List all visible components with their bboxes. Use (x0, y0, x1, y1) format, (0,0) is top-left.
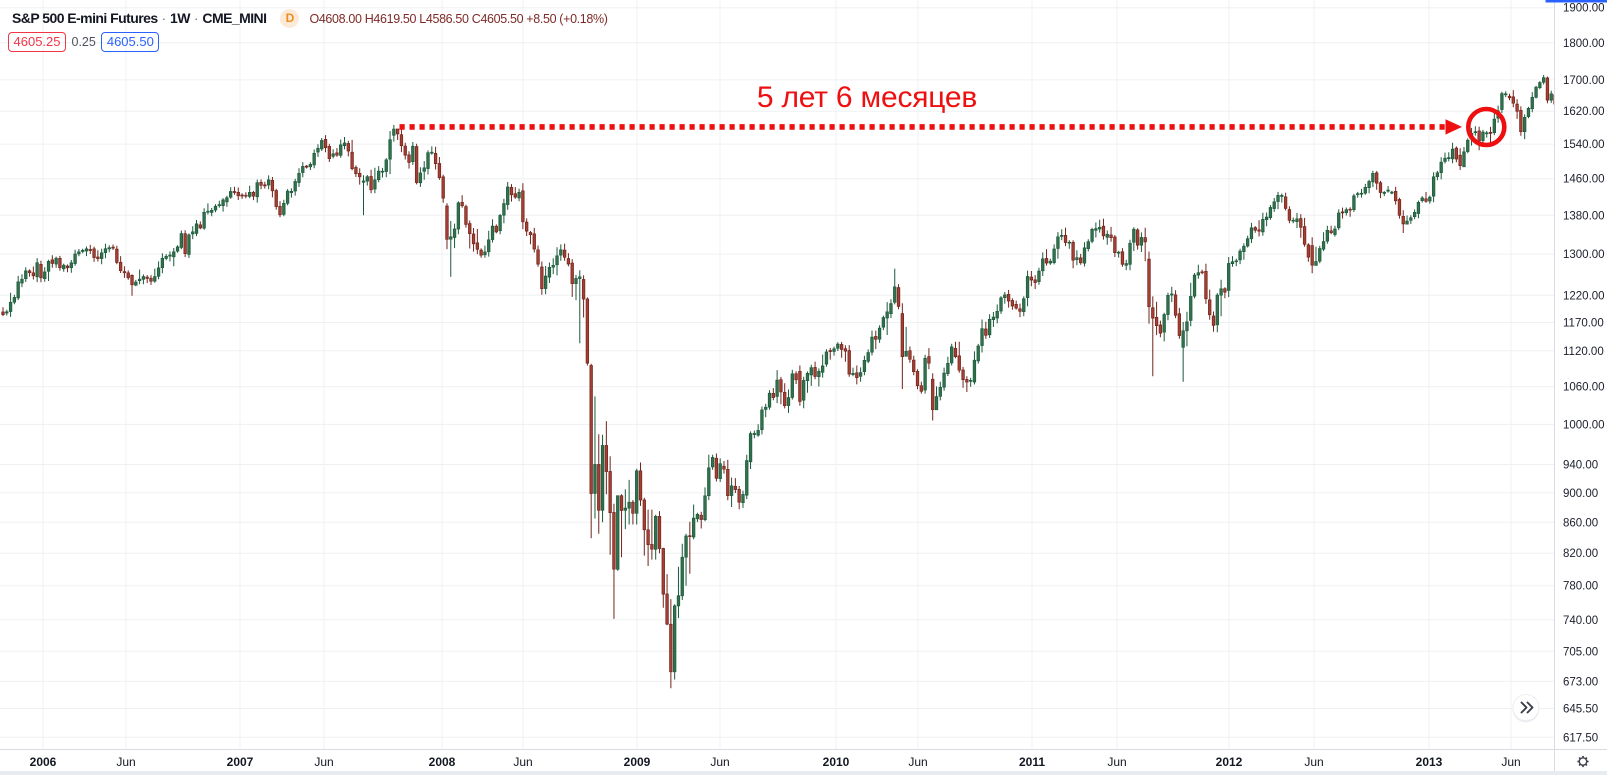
svg-text:2012: 2012 (1216, 755, 1243, 769)
svg-text:1800.00: 1800.00 (1563, 38, 1605, 50)
svg-text:1000.00: 1000.00 (1563, 419, 1605, 431)
svg-text:860.00: 860.00 (1563, 517, 1598, 529)
svg-text:940.00: 940.00 (1563, 460, 1598, 472)
svg-text:740.00: 740.00 (1563, 615, 1598, 627)
svg-text:2007: 2007 (227, 755, 254, 769)
svg-text:Jun: Jun (116, 755, 135, 769)
svg-text:2010: 2010 (823, 755, 850, 769)
svg-text:1380.00: 1380.00 (1563, 210, 1605, 222)
svg-text:1170.00: 1170.00 (1563, 318, 1604, 330)
svg-text:1300.00: 1300.00 (1563, 249, 1605, 261)
svg-text:1120.00: 1120.00 (1563, 346, 1604, 358)
svg-text:900.00: 900.00 (1563, 488, 1598, 500)
svg-text:2013: 2013 (1416, 755, 1443, 769)
svg-text:Jun: Jun (1304, 755, 1323, 769)
svg-text:1060.00: 1060.00 (1563, 382, 1605, 394)
svg-text:617.50: 617.50 (1563, 732, 1598, 744)
svg-text:Jun: Jun (710, 755, 729, 769)
svg-text:1700.00: 1700.00 (1563, 75, 1605, 87)
svg-text:1460.00: 1460.00 (1563, 174, 1605, 186)
svg-text:2011: 2011 (1019, 755, 1045, 769)
svg-text:5 лет 6 месяцев: 5 лет 6 месяцев (757, 81, 977, 114)
svg-text:Jun: Jun (513, 755, 532, 769)
svg-text:1620.00: 1620.00 (1563, 106, 1605, 118)
svg-text:Jun: Jun (314, 755, 333, 769)
svg-text:673.00: 673.00 (1563, 676, 1598, 688)
svg-text:1900.00: 1900.00 (1563, 3, 1605, 15)
svg-text:2006: 2006 (30, 755, 57, 769)
svg-text:2009: 2009 (624, 755, 651, 769)
svg-text:780.00: 780.00 (1563, 581, 1598, 593)
svg-text:Jun: Jun (1107, 755, 1126, 769)
svg-text:645.50: 645.50 (1563, 704, 1598, 716)
svg-text:Jun: Jun (908, 755, 927, 769)
svg-text:2008: 2008 (429, 755, 456, 769)
svg-text:705.00: 705.00 (1563, 646, 1598, 658)
svg-text:1540.00: 1540.00 (1563, 139, 1605, 151)
svg-text:Jun: Jun (1501, 755, 1520, 769)
svg-text:820.00: 820.00 (1563, 548, 1598, 560)
svg-text:1220.00: 1220.00 (1563, 290, 1605, 302)
